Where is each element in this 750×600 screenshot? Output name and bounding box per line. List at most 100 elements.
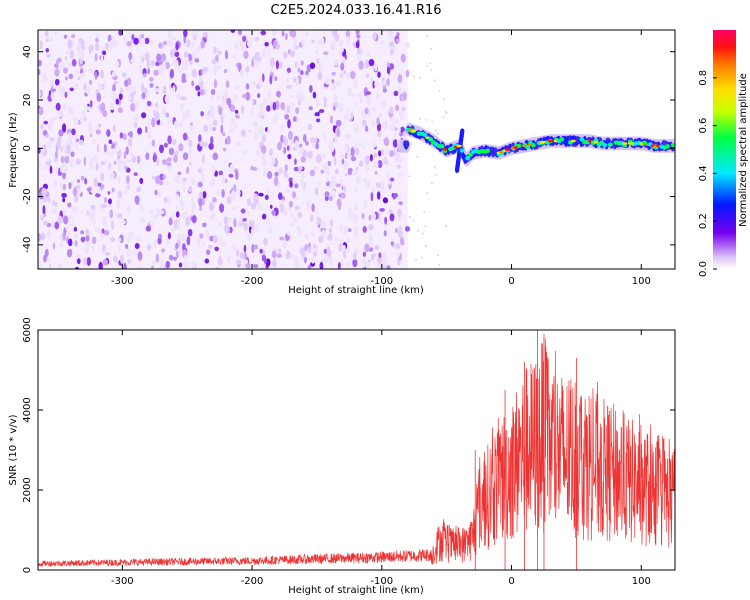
noise-cell <box>247 233 252 242</box>
noise-cell <box>312 91 317 99</box>
noise-cell <box>163 142 168 148</box>
noise-cell <box>217 256 223 266</box>
noise-cell <box>101 228 105 234</box>
noise-cell <box>364 164 370 172</box>
noise-cell <box>362 225 367 233</box>
noise-cell <box>251 80 257 86</box>
colorbar-tick-label: 0.6 <box>698 118 709 134</box>
noise-cell <box>388 209 393 215</box>
sparse-cell <box>437 132 439 135</box>
noise-cell <box>294 183 299 189</box>
noise-cell <box>258 102 264 111</box>
sparse-cell <box>426 65 428 67</box>
noise-cell <box>55 102 61 111</box>
noise-cell <box>394 131 398 139</box>
noise-cell <box>385 171 390 179</box>
noise-cell <box>260 153 267 160</box>
noise-cell <box>126 175 130 184</box>
noise-cell <box>253 244 259 250</box>
noise-cell <box>297 165 303 171</box>
track-hot <box>505 148 511 152</box>
noise-cell <box>368 59 375 67</box>
noise-cell <box>159 144 164 154</box>
noise-cell <box>116 213 123 219</box>
noise-cell <box>323 255 330 263</box>
noise-cell <box>331 30 337 37</box>
noise-cell <box>95 162 99 172</box>
noise-cell <box>50 91 54 100</box>
noise-cell <box>84 177 88 185</box>
noise-cell <box>100 161 106 166</box>
noise-cell <box>339 224 343 232</box>
noise-cell <box>261 49 267 58</box>
noise-cell <box>113 80 118 85</box>
noise-cell <box>71 128 76 136</box>
x-tick-label: 100 <box>632 276 651 287</box>
noise-cell <box>113 255 118 263</box>
noise-cell <box>58 109 63 118</box>
noise-cell <box>327 78 331 86</box>
track-bright <box>607 142 613 147</box>
noise-cell <box>390 241 394 246</box>
noise-cell <box>364 155 370 165</box>
noise-cell <box>124 165 128 171</box>
noise-cell <box>103 80 107 85</box>
noise-cell <box>385 148 389 157</box>
noise-cell <box>371 107 377 112</box>
noise-cell <box>168 217 173 226</box>
noise-cell <box>198 134 202 143</box>
noise-cell <box>284 32 288 41</box>
noise-cell <box>307 123 313 131</box>
noise-cell <box>353 232 358 238</box>
noise-cell <box>133 114 139 123</box>
noise-cell <box>46 141 52 149</box>
sparse-cell <box>443 98 445 101</box>
track-hot <box>547 139 554 143</box>
noise-cell <box>191 177 196 186</box>
noise-cell <box>155 61 160 67</box>
noise-cell <box>301 39 305 45</box>
noise-cell <box>332 105 336 112</box>
noise-cell <box>364 181 371 188</box>
noise-cell <box>320 169 324 174</box>
noise-cell <box>330 144 335 152</box>
noise-cell <box>40 153 44 158</box>
noise-cell <box>360 109 364 119</box>
noise-cell <box>361 119 367 127</box>
noise-cell <box>200 40 206 49</box>
noise-cell <box>135 236 142 242</box>
sparse-cell <box>408 216 411 218</box>
noise-cell <box>233 93 237 103</box>
noise-cell <box>141 83 144 93</box>
noise-cell <box>203 142 208 148</box>
noise-cell <box>38 147 41 154</box>
noise-cell <box>54 78 60 86</box>
noise-cell <box>305 74 310 79</box>
noise-cell <box>175 242 179 250</box>
noise-cell <box>139 216 146 224</box>
noise-cell <box>68 215 74 220</box>
noise-cell <box>111 71 116 78</box>
noise-cell <box>331 39 336 50</box>
y-tick-label: 4000 <box>22 397 33 422</box>
noise-cell <box>262 167 268 172</box>
noise-cell <box>119 254 124 264</box>
noise-cell <box>397 85 403 93</box>
sparse-cell <box>412 220 415 222</box>
noise-cell <box>286 230 291 236</box>
noise-cell <box>353 80 359 89</box>
noise-cell <box>257 77 263 87</box>
noise-cell <box>191 69 197 78</box>
noise-cell <box>237 62 242 73</box>
y-tick-label: 0 <box>22 567 33 573</box>
noise-cell <box>258 110 265 115</box>
noise-cell <box>132 90 136 96</box>
noise-cell <box>289 222 294 227</box>
noise-cell <box>330 189 336 194</box>
noise-cell <box>108 162 112 169</box>
noise-cell <box>304 249 308 258</box>
noise-cell <box>165 260 170 269</box>
noise-cell <box>240 208 246 214</box>
noise-cell <box>229 164 234 172</box>
